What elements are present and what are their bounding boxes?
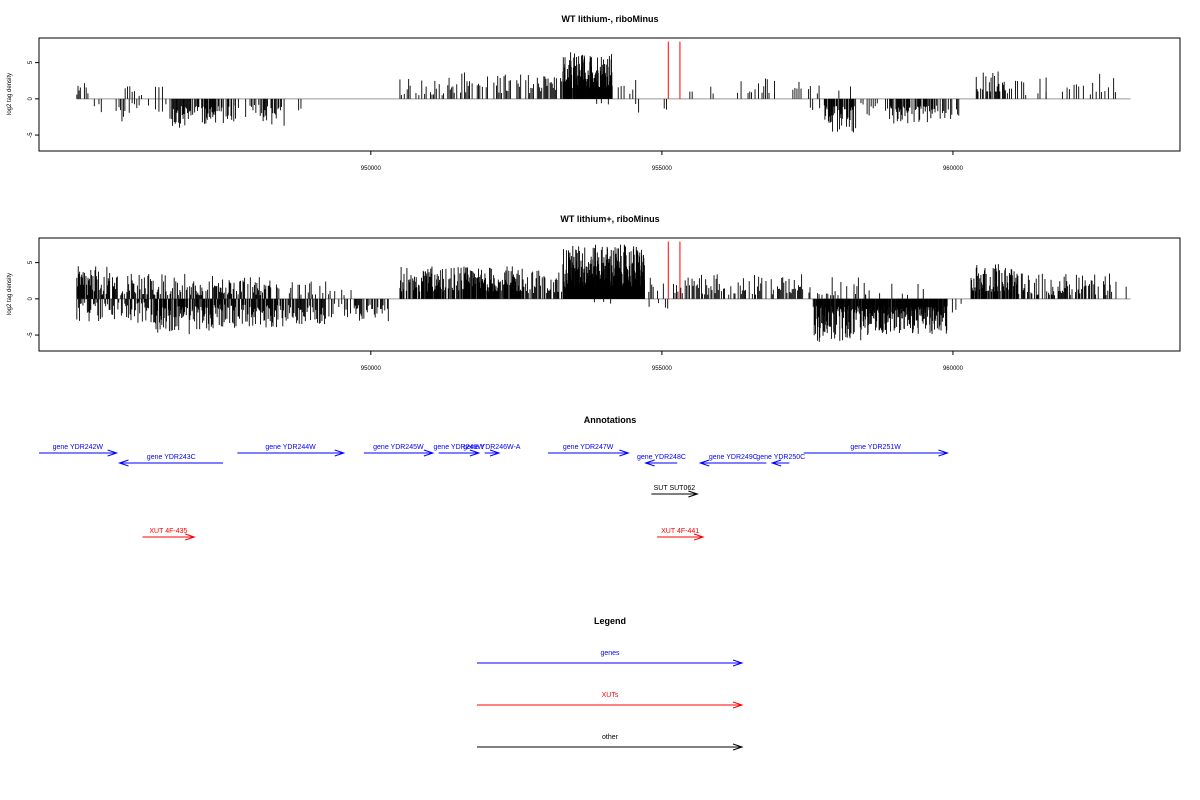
feature-arrow — [237, 449, 346, 457]
feature-arrow — [438, 449, 481, 457]
feature-label: gene YDR247W — [563, 444, 614, 451]
y-tick-label: -5 — [28, 132, 34, 138]
annotations-track: Annotations gene YDR242W gene YDR243C gene… — [39, 415, 950, 541]
feature-label: gene YDR245W — [373, 444, 424, 451]
feature-label: SUT SUT062 — [654, 485, 696, 492]
x-tick-label: 955000 — [652, 166, 673, 172]
y-tick-label: 5 — [28, 260, 34, 264]
x-tick-label: 955000 — [652, 366, 673, 372]
plot-frame — [38, 37, 1181, 152]
feature-arrow — [39, 449, 119, 457]
density-panel-lithium-plus: WT lithium+, riboMinus log2 tag density … — [7, 214, 1181, 372]
feature-label: gene YDR244W — [265, 444, 316, 451]
legend-title: Legend — [594, 616, 626, 626]
x-tick-label: 950000 — [361, 166, 382, 172]
feature-arrow — [651, 490, 699, 498]
annotations-title: Annotations — [584, 415, 637, 425]
density-panel-lithium-minus: WT lithium-, riboMinus log2 tag density … — [7, 14, 1181, 172]
feature-arrow — [547, 449, 630, 457]
y-axis-label: log2 tag density — [7, 273, 13, 315]
y-tick-label: 0 — [28, 297, 34, 301]
feature-label: gene YDR249C — [709, 454, 758, 461]
feature-label: XUT 4F-435 — [149, 528, 187, 535]
y-tick-label: 0 — [28, 97, 34, 101]
feature-arrow — [117, 459, 223, 467]
feature-arrow — [484, 449, 501, 457]
legend-label: XUTs — [602, 692, 619, 699]
panel-title: WT lithium+, riboMinus — [560, 214, 659, 224]
legend-label: other — [602, 734, 619, 741]
y-tick-label: 5 — [28, 60, 34, 64]
legend-arrow — [477, 743, 744, 751]
plot-frame — [38, 237, 1181, 352]
feature-arrow — [770, 459, 790, 467]
y-axis-label: log2 tag density — [7, 73, 13, 115]
feature-label: gene YDR243C — [147, 454, 196, 461]
feature-arrow — [657, 533, 705, 541]
feature-label: gene YDR251W — [850, 444, 901, 451]
x-tick-label: 960000 — [943, 366, 964, 372]
feature-label: gene YDR246W-A — [463, 444, 521, 451]
x-tick-label: 960000 — [943, 166, 964, 172]
legend-arrow — [477, 701, 744, 709]
legend-label: genes — [600, 650, 620, 657]
feature-label: gene YDR246W — [434, 444, 485, 451]
feature-label: gene YDR242W — [53, 444, 104, 451]
feature-arrow — [803, 449, 950, 457]
legend-arrow — [477, 659, 744, 667]
feature-arrow — [698, 459, 767, 467]
feature-arrow — [363, 449, 435, 457]
feature-arrow — [142, 533, 196, 541]
panel-title: WT lithium-, riboMinus — [562, 14, 659, 24]
feature-label: XUT 4F-441 — [661, 528, 699, 535]
feature-label: gene YDR248C — [637, 454, 686, 461]
x-tick-label: 950000 — [361, 366, 382, 372]
feature-label: gene YDR250C — [756, 454, 805, 461]
y-tick-label: -5 — [28, 332, 34, 338]
feature-arrow — [644, 459, 678, 467]
legend: Legend genes XUTs other — [477, 616, 744, 751]
